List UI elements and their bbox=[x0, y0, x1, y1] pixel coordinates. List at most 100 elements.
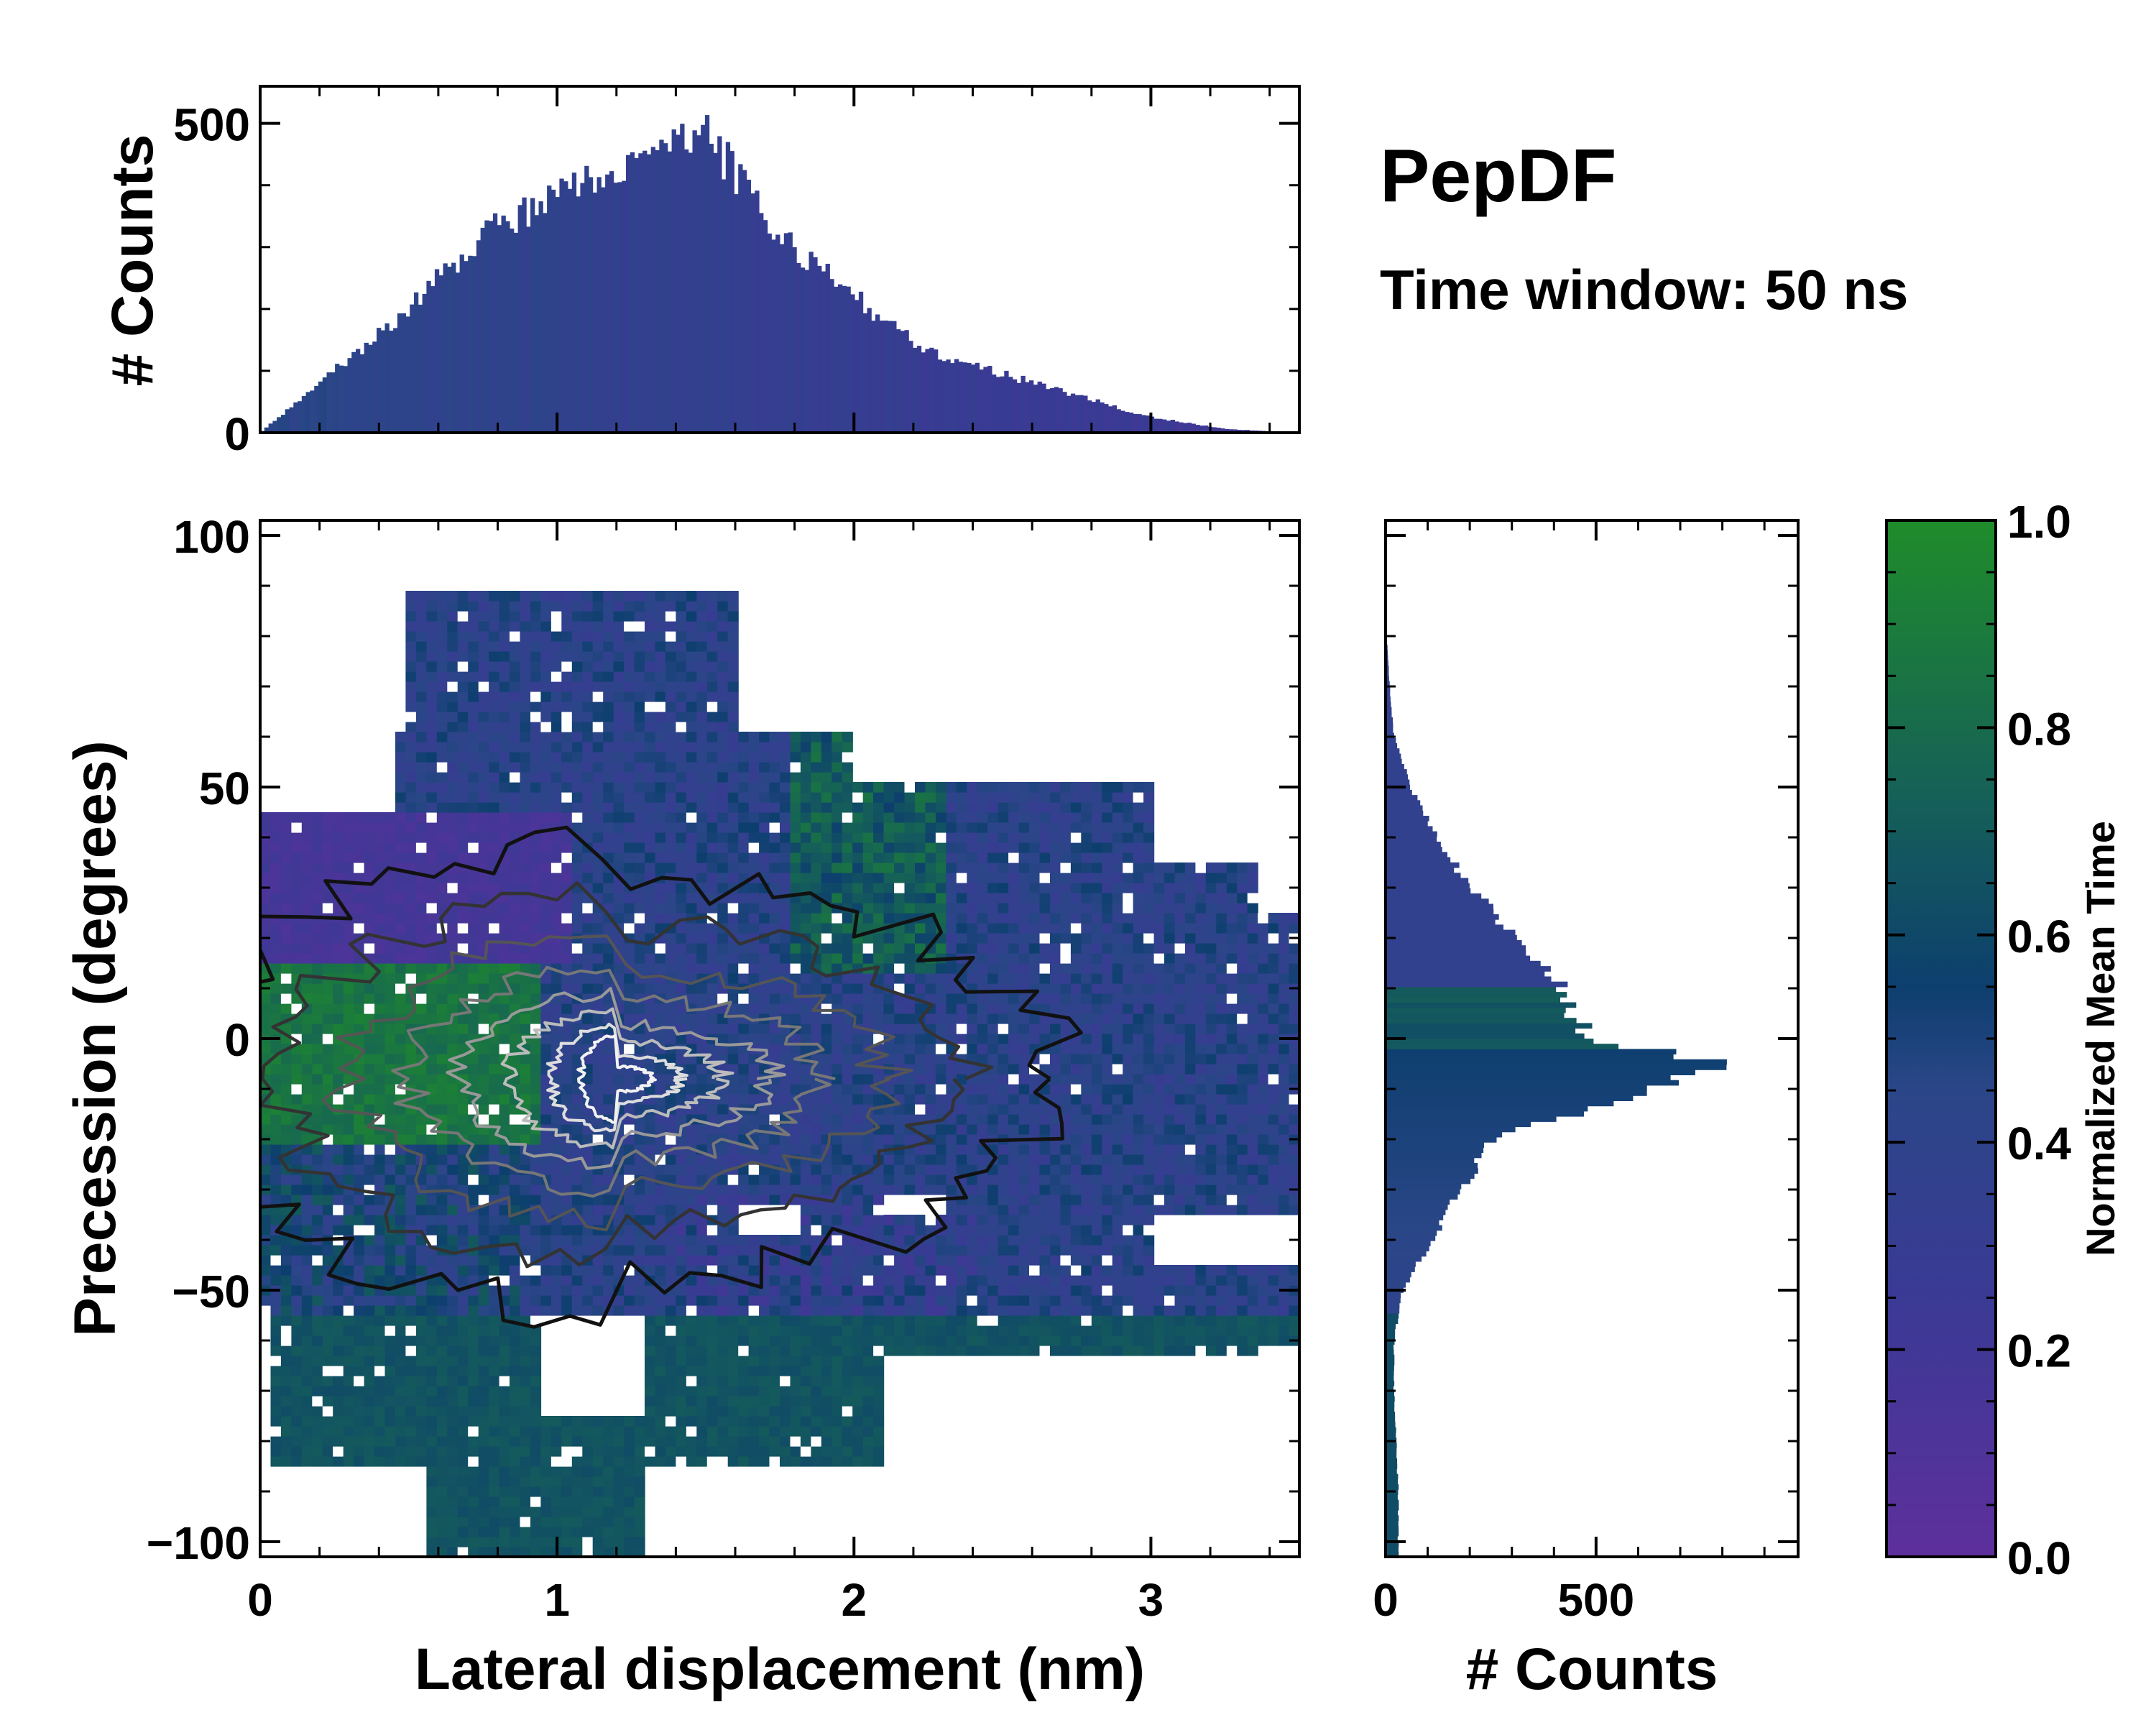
heatmap-cell bbox=[550, 671, 562, 682]
heatmap-cell bbox=[354, 1285, 365, 1296]
heatmap-cell bbox=[468, 1406, 479, 1417]
heatmap-cell bbox=[395, 1356, 407, 1366]
heatmap-cell bbox=[426, 993, 438, 1004]
heatmap-cell bbox=[645, 1044, 656, 1054]
heatmap-cell bbox=[706, 1346, 718, 1356]
heatmap-cell bbox=[613, 681, 625, 692]
heatmap-cell bbox=[415, 802, 427, 813]
heatmap-cell bbox=[301, 1064, 313, 1075]
heatmap-cell bbox=[457, 893, 469, 903]
heatmap-cell bbox=[457, 712, 469, 722]
heatmap-cell bbox=[706, 1285, 718, 1296]
heatmap-cell bbox=[478, 611, 489, 622]
heatmap-cell bbox=[405, 611, 417, 622]
heatmap-cell bbox=[301, 1215, 313, 1225]
heatmap-cell bbox=[530, 1084, 542, 1095]
heatmap-cell bbox=[510, 963, 521, 974]
heatmap-cell bbox=[603, 1285, 614, 1296]
heatmap-cell bbox=[510, 702, 521, 712]
heatmap-cell bbox=[374, 1275, 386, 1286]
heatmap-cell bbox=[510, 1215, 521, 1225]
heatmap-cell bbox=[343, 1094, 354, 1105]
heatmap-cell bbox=[395, 792, 407, 803]
heatmap-cell bbox=[624, 983, 635, 994]
heatmap-cell bbox=[738, 1295, 750, 1306]
heatmap-cell bbox=[436, 651, 448, 662]
heatmap-cell bbox=[571, 1285, 583, 1296]
heatmap-cell bbox=[686, 1225, 697, 1236]
heatmap-cell bbox=[790, 1416, 801, 1427]
heatmap-cell bbox=[540, 671, 552, 682]
heatmap-cell bbox=[436, 1144, 448, 1155]
heatmap-cell bbox=[436, 1517, 448, 1527]
top-histogram-bar bbox=[293, 402, 298, 433]
heatmap-cell bbox=[717, 1245, 729, 1256]
heatmap-cell bbox=[862, 1205, 874, 1215]
heatmap-cell bbox=[499, 661, 510, 672]
heatmap-cell bbox=[645, 822, 656, 833]
heatmap-cell bbox=[468, 913, 479, 924]
heatmap-cell bbox=[748, 1325, 760, 1336]
heatmap-cell bbox=[717, 812, 729, 823]
heatmap-cell bbox=[665, 1356, 676, 1366]
heatmap-cell bbox=[582, 621, 594, 632]
heatmap-cell bbox=[655, 762, 666, 773]
heatmap-cell bbox=[415, 1346, 427, 1356]
heatmap-cell bbox=[613, 1517, 625, 1527]
heatmap-cell bbox=[571, 782, 583, 793]
heatmap-cell bbox=[696, 943, 708, 954]
heatmap-cell bbox=[592, 732, 604, 742]
heatmap-cell bbox=[270, 1114, 282, 1125]
heatmap-cell bbox=[270, 953, 282, 964]
heatmap-cell bbox=[354, 1265, 365, 1276]
heatmap-cell bbox=[426, 1346, 438, 1356]
heatmap-cell bbox=[727, 1376, 739, 1386]
heatmap-cell bbox=[561, 1054, 573, 1064]
heatmap-cell bbox=[405, 1124, 417, 1135]
heatmap-cell bbox=[655, 691, 666, 702]
heatmap-cell bbox=[727, 1174, 739, 1185]
heatmap-cell bbox=[478, 1295, 489, 1306]
heatmap-cell bbox=[395, 732, 407, 742]
top-histogram-bar bbox=[298, 401, 303, 433]
heatmap-cell bbox=[790, 752, 801, 763]
heatmap-cell bbox=[520, 953, 531, 964]
heatmap-cell bbox=[759, 983, 770, 994]
heatmap-cell bbox=[333, 883, 344, 893]
heatmap-cell bbox=[415, 702, 427, 712]
heatmap-cell bbox=[468, 1416, 479, 1427]
heatmap-cell bbox=[696, 963, 708, 974]
heatmap-cell bbox=[571, 591, 583, 602]
heatmap-cell bbox=[343, 1225, 354, 1236]
heatmap-cell bbox=[478, 1376, 489, 1386]
heatmap-cell bbox=[800, 883, 811, 893]
heatmap-cell bbox=[727, 1225, 739, 1236]
heatmap-cell bbox=[364, 822, 375, 833]
heatmap-cell bbox=[759, 903, 770, 914]
heatmap-cell bbox=[457, 943, 469, 954]
heatmap-cell bbox=[405, 1406, 417, 1417]
heatmap-cell bbox=[831, 802, 843, 813]
heatmap-cell bbox=[748, 963, 760, 974]
heatmap-cell bbox=[260, 903, 272, 914]
heatmap-cell bbox=[645, 661, 656, 672]
heatmap-cell bbox=[364, 1325, 375, 1336]
heatmap-cell bbox=[645, 963, 656, 974]
heatmap-cell bbox=[561, 852, 573, 863]
heatmap-cell bbox=[489, 1255, 500, 1266]
top-histogram-bar bbox=[1195, 425, 1200, 433]
heatmap-cell bbox=[780, 883, 791, 893]
heatmap-cell bbox=[322, 1456, 333, 1467]
heatmap-cell bbox=[821, 1295, 832, 1306]
heatmap-cell bbox=[291, 862, 303, 873]
heatmap-cell bbox=[686, 893, 697, 903]
heatmap-cell bbox=[530, 883, 542, 893]
heatmap-cell bbox=[696, 1325, 708, 1336]
heatmap-cell bbox=[790, 792, 801, 803]
heatmap-cell bbox=[811, 1013, 822, 1024]
heatmap-cell bbox=[748, 772, 760, 783]
heatmap-cell bbox=[405, 742, 417, 753]
heatmap-cell bbox=[862, 1154, 874, 1165]
heatmap-cell bbox=[759, 792, 770, 803]
top-histogram-bar bbox=[568, 188, 573, 433]
